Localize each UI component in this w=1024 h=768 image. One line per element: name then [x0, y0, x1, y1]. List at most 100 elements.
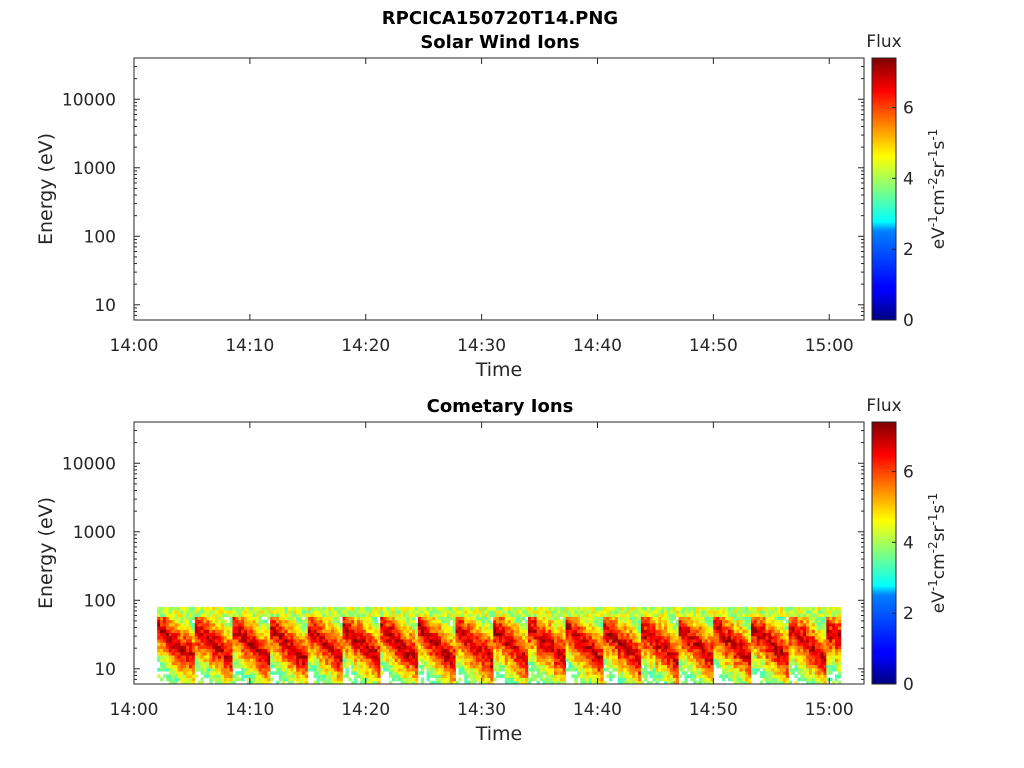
spectrogram-cell [252, 606, 257, 611]
spectrogram-cell [742, 651, 746, 656]
spectrogram-cell [420, 651, 425, 656]
spectrogram-cell [727, 635, 732, 640]
spectrogram-cell [319, 616, 323, 621]
spectrogram-cell [388, 619, 393, 624]
spectrogram-cell [664, 671, 668, 675]
spectrogram-cell [177, 619, 181, 624]
spectrogram-cell [391, 606, 396, 611]
spectrogram-cell [487, 610, 491, 614]
spectrogram-cell [200, 645, 204, 650]
spectrogram-cell [348, 645, 352, 650]
spectrogram-cell [348, 651, 352, 656]
spectrogram-cell [423, 664, 427, 669]
spectrogram-cell [336, 651, 341, 656]
spectrogram-cell [299, 622, 303, 627]
spectrogram-cell [157, 616, 161, 621]
spectrogram-cell [406, 661, 410, 666]
spectrogram-cell [165, 619, 170, 624]
spectrogram-cell [724, 674, 729, 678]
spectrogram-cell [446, 610, 451, 614]
spectrogram-cell [487, 655, 491, 659]
spectrogram-cell [606, 619, 610, 624]
spectrogram-cell [218, 674, 222, 678]
spectrogram-cell [322, 632, 326, 637]
spectrogram-cell [562, 655, 567, 659]
spectrogram-cell [304, 664, 309, 669]
spectrogram-cell [412, 616, 416, 621]
spectrogram-cell [643, 651, 648, 656]
spectrogram-cell [730, 642, 735, 646]
spectrogram-cell [391, 645, 396, 650]
spectrogram-cell [284, 667, 288, 672]
spectrogram-cell [504, 648, 509, 653]
spectrogram-cell [753, 613, 758, 617]
spectrogram-cell [223, 610, 228, 614]
spectrogram-cell [620, 635, 624, 640]
spectrogram-cell [174, 645, 178, 650]
spectrogram-cell [403, 674, 407, 678]
spectrogram-cell [281, 667, 286, 672]
spectrogram-cell [516, 622, 520, 627]
spectrogram-cell [313, 651, 317, 656]
spectrogram-cell [220, 613, 225, 617]
spectrogram-cell [461, 629, 465, 634]
spectrogram-cell [333, 613, 338, 617]
spectrogram-cell [504, 626, 509, 630]
spectrogram-cell [249, 671, 254, 675]
spectrogram-cell [409, 680, 413, 684]
spectrogram-cell [626, 674, 630, 678]
spectrogram-cell [652, 626, 656, 630]
spectrogram-cell [678, 651, 682, 656]
spectrogram-cell [423, 632, 427, 637]
spectrogram-cell [742, 606, 746, 611]
spectrogram-cell [562, 626, 567, 630]
spectrogram-cell [423, 645, 427, 650]
spectrogram-cell [406, 610, 410, 614]
spectrogram-cell [307, 667, 312, 672]
spectrogram-cell [536, 629, 540, 634]
spectrogram-cell [583, 632, 587, 637]
spectrogram-cell [701, 629, 706, 634]
spectrogram-cell [400, 661, 404, 666]
spectrogram-cell [189, 619, 193, 624]
spectrogram-cell [200, 658, 204, 662]
spectrogram-cell [394, 655, 399, 659]
spectrogram-cell [548, 606, 552, 611]
spectrogram-cell [446, 629, 451, 634]
spectrogram-cell [695, 613, 700, 617]
spectrogram-cell [611, 667, 616, 672]
spectrogram-cell [519, 645, 523, 650]
spectrogram-cell [414, 606, 419, 611]
spectrogram-cell [194, 655, 199, 659]
spectrogram-cell [513, 680, 517, 684]
spectrogram-cell [467, 616, 471, 621]
spectrogram-cell [695, 632, 700, 637]
spectrogram-cell [609, 648, 613, 653]
spectrogram-cell [377, 655, 381, 659]
spectrogram-cell [484, 674, 488, 678]
spectrogram-cell [510, 655, 514, 659]
spectrogram-cell [464, 619, 468, 624]
spectrogram-cell [580, 606, 584, 611]
spectrogram-cell [478, 613, 483, 617]
spectrogram-cell [574, 616, 578, 621]
spectrogram-cell [577, 664, 581, 669]
spectrogram-cell [629, 610, 633, 614]
spectrogram-cell [409, 635, 413, 640]
spectrogram-cell [206, 635, 210, 640]
spectrogram-cell [446, 626, 451, 630]
spectrogram-cell [574, 622, 578, 627]
spectrogram-cell [530, 671, 535, 675]
spectrogram-cell [646, 645, 651, 650]
spectrogram-cell [371, 610, 375, 614]
spectrogram-cell [441, 677, 445, 682]
spectrogram-cell [241, 645, 245, 650]
spectrogram-cell [655, 651, 659, 656]
spectrogram-cell [545, 606, 549, 611]
spectrogram-cell [580, 648, 584, 653]
spectrogram-cell [583, 651, 587, 656]
spectrogram-cell [455, 616, 459, 621]
spectrogram-cell [727, 632, 732, 637]
spectrogram-cell [611, 642, 616, 646]
spectrogram-cell [203, 664, 207, 669]
